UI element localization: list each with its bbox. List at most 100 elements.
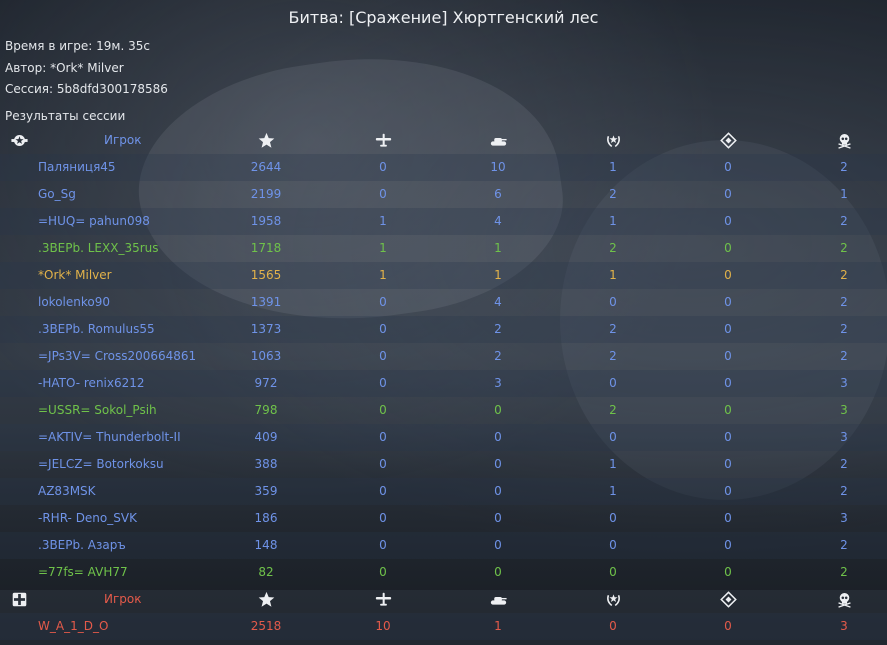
deaths-cell: 2	[840, 241, 848, 255]
player-name[interactable]: =USSR= Sokol_Psih	[38, 403, 157, 417]
player-name[interactable]: Go_Sg	[38, 187, 76, 201]
air-kills-cell: 0	[379, 187, 387, 201]
captures-cell: 0	[724, 511, 732, 525]
player-name[interactable]: .3BEPb. LEXX_35rus	[38, 241, 159, 255]
air-kills-cell: 0	[379, 349, 387, 363]
captures-cell: 0	[724, 214, 732, 228]
star-icon[interactable]	[238, 127, 294, 149]
captures-cell: 0	[724, 349, 732, 363]
ground-kills-cell: 0	[494, 565, 502, 579]
player-row[interactable]: =77fs= AVH77 82 0 0 0 0 2	[0, 559, 887, 586]
awards-cell: 1	[609, 214, 617, 228]
captures-cell: 0	[724, 187, 732, 201]
ground-kills-cell: 3	[494, 376, 502, 390]
player-name[interactable]: =77fs= AVH77	[38, 565, 128, 579]
captures-cell: 0	[724, 619, 732, 633]
awards-cell: 2	[609, 187, 617, 201]
captures-cell: 0	[724, 538, 732, 552]
ground-kills-cell: 1	[494, 619, 502, 633]
score-cell: 359	[254, 484, 278, 498]
awards-cell: 0	[609, 430, 617, 444]
allied-star-roundel-icon	[11, 132, 28, 149]
deaths-cell: 3	[840, 403, 848, 417]
player-column-header[interactable]: Игрок	[104, 592, 142, 606]
player-column-header[interactable]: Игрок	[104, 133, 142, 147]
player-row[interactable]: =HUQ= pahun098 1958 1 4 1 0 2	[0, 208, 887, 235]
deaths-cell: 3	[840, 511, 848, 525]
ground-kills-cell: 2	[494, 322, 502, 336]
air-kills-cell: 1	[379, 241, 387, 255]
air-kills-cell: 0	[379, 295, 387, 309]
deaths-cell: 2	[840, 295, 848, 309]
captures-cell: 0	[724, 430, 732, 444]
player-row[interactable]: W_A_1_D_O 2518 10 1 0 0 3	[0, 613, 887, 640]
score-cell: 1718	[250, 241, 282, 255]
player-name[interactable]: *Ork* Milver	[38, 268, 112, 282]
air-kills-cell: 0	[379, 511, 387, 525]
player-row[interactable]: -RHR- Deno_SVK 186 0 0 0 0 3	[0, 505, 887, 532]
wreath-award-icon[interactable]	[595, 127, 631, 149]
player-name[interactable]: .3BEPb. Азаръ	[38, 538, 126, 552]
air-kills-cell: 0	[379, 538, 387, 552]
player-name[interactable]: =JPs3V= Cross200664861	[38, 349, 197, 363]
ground-kills-cell: 0	[494, 403, 502, 417]
player-name[interactable]: W_A_1_D_O	[38, 619, 109, 633]
deaths-cell: 2	[840, 538, 848, 552]
deaths-cell: 3	[840, 376, 848, 390]
score-cell: 2644	[250, 160, 282, 174]
captures-cell: 0	[724, 565, 732, 579]
player-row[interactable]: =AKTIV= Thunderbolt-II 409 0 0 0 0 3	[0, 424, 887, 451]
player-name[interactable]: =JELCZ= Botorkoksu	[38, 457, 164, 471]
player-row[interactable]: =USSR= Sokol_Psih 798 0 0 2 0 3	[0, 397, 887, 424]
player-row[interactable]: Паляниця45 2644 0 10 1 0 2	[0, 154, 887, 181]
player-row[interactable]: AZ83MSK 359 0 0 1 0 2	[0, 478, 887, 505]
player-row[interactable]: -HATO- renix6212 972 0 3 0 0 3	[0, 370, 887, 397]
awards-cell: 1	[609, 160, 617, 174]
player-row[interactable]: .3BEPb. Romulus55 1373 0 2 2 0 2	[0, 316, 887, 343]
player-name[interactable]: AZ83MSK	[38, 484, 96, 498]
skull-icon[interactable]	[826, 127, 862, 149]
air-kills-cell: 0	[379, 565, 387, 579]
player-row[interactable]: Go_Sg 2199 0 6 2 0 1	[0, 181, 887, 208]
player-row[interactable]: =JPs3V= Cross200664861 1063 0 2 2 0 2	[0, 343, 887, 370]
plane-icon[interactable]	[365, 127, 401, 149]
deaths-cell: 2	[840, 268, 848, 282]
player-row[interactable]: lokolenko90 1391 0 4 0 0 2	[0, 289, 887, 316]
player-name[interactable]: =AKTIV= Thunderbolt-II	[38, 430, 181, 444]
capture-diamond-icon[interactable]	[710, 586, 746, 608]
capture-diamond-icon[interactable]	[710, 127, 746, 149]
ground-kills-cell: 4	[494, 214, 502, 228]
skull-icon[interactable]	[826, 586, 862, 608]
air-kills-cell: 0	[379, 430, 387, 444]
wreath-award-icon[interactable]	[595, 586, 631, 608]
player-name[interactable]: Паляниця45	[38, 160, 116, 174]
star-icon[interactable]	[238, 586, 294, 608]
player-row[interactable]: .3BEPb. Азаръ 148 0 0 0 0 2	[0, 532, 887, 559]
awards-cell: 2	[609, 403, 617, 417]
deaths-cell: 3	[840, 619, 848, 633]
air-kills-cell: 0	[379, 376, 387, 390]
air-kills-cell: 0	[379, 484, 387, 498]
ground-kills-cell: 1	[494, 268, 502, 282]
player-name[interactable]: lokolenko90	[38, 295, 110, 309]
player-name[interactable]: -HATO- renix6212	[38, 376, 145, 390]
score-cell: 1391	[250, 295, 282, 309]
tank-icon[interactable]	[480, 586, 516, 608]
tank-icon[interactable]	[480, 127, 516, 149]
score-cell: 1373	[250, 322, 282, 336]
score-cell: 186	[254, 511, 278, 525]
player-row[interactable]: *Ork* Milver 1565 1 1 1 0 2	[0, 262, 887, 289]
player-name[interactable]: =HUQ= pahun098	[38, 214, 150, 228]
ground-kills-cell: 0	[494, 457, 502, 471]
awards-cell: 0	[609, 565, 617, 579]
player-row[interactable]: .3BEPb. LEXX_35rus 1718 1 1 2 0 2	[0, 235, 887, 262]
plane-icon[interactable]	[365, 586, 401, 608]
deaths-cell: 2	[840, 214, 848, 228]
air-kills-cell: 0	[379, 403, 387, 417]
player-row[interactable]: =JELCZ= Botorkoksu 388 0 0 1 0 2	[0, 451, 887, 478]
session-results-label: Результаты сессии	[5, 109, 126, 123]
player-name[interactable]: .3BEPb. Romulus55	[38, 322, 155, 336]
captures-cell: 0	[724, 241, 732, 255]
axis-cross-roundel-icon	[11, 591, 28, 608]
player-name[interactable]: -RHR- Deno_SVK	[38, 511, 137, 525]
